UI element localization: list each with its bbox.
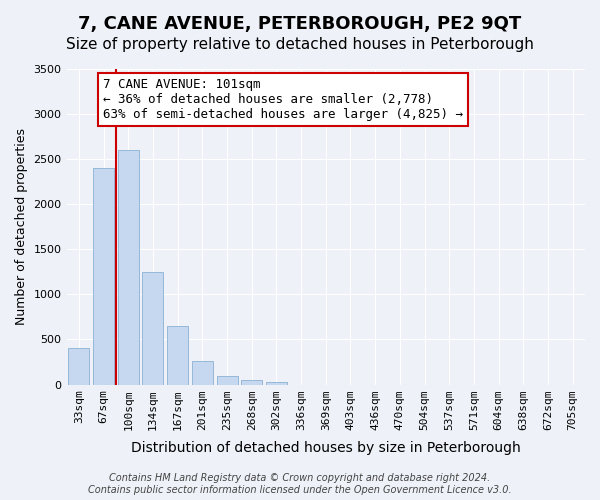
Text: Contains HM Land Registry data © Crown copyright and database right 2024.
Contai: Contains HM Land Registry data © Crown c… [88, 474, 512, 495]
Bar [192, 361, 213, 384]
Text: 7 CANE AVENUE: 101sqm
← 36% of detached houses are smaller (2,778)
63% of semi-d: 7 CANE AVENUE: 101sqm ← 36% of detached … [103, 78, 463, 122]
Bar [266, 382, 287, 384]
Bar [68, 348, 89, 384]
Y-axis label: Number of detached properties: Number of detached properties [15, 128, 28, 326]
Bar [217, 376, 238, 384]
Bar [118, 150, 139, 384]
Bar [241, 380, 262, 384]
Text: Size of property relative to detached houses in Peterborough: Size of property relative to detached ho… [66, 38, 534, 52]
X-axis label: Distribution of detached houses by size in Peterborough: Distribution of detached houses by size … [131, 441, 521, 455]
Bar [167, 326, 188, 384]
Bar [142, 272, 163, 384]
Bar [93, 168, 114, 384]
Text: 7, CANE AVENUE, PETERBOROUGH, PE2 9QT: 7, CANE AVENUE, PETERBOROUGH, PE2 9QT [79, 15, 521, 33]
